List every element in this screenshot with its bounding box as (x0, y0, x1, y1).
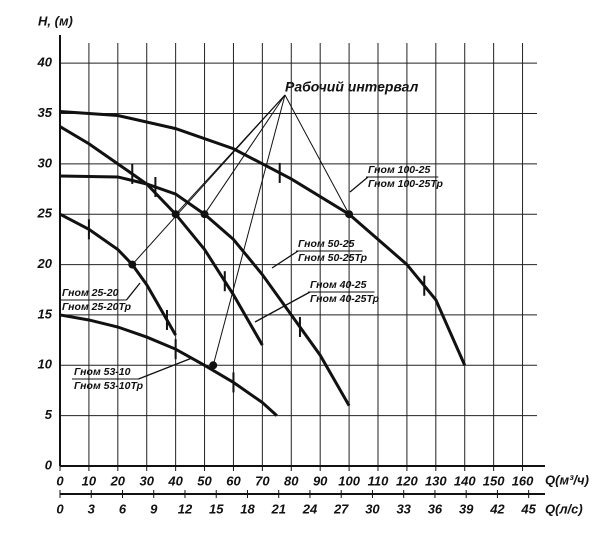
y-tick-label: 0 (45, 457, 53, 472)
series-label: Гном 40-25Тр (310, 293, 380, 305)
operating-point (200, 210, 209, 219)
x-tick-label: 110 (368, 473, 389, 488)
annotation-line (131, 94, 286, 265)
x-tick-label: 10 (82, 473, 97, 488)
x2-tick-label: 3 (88, 501, 96, 516)
x2-tick-label: 9 (150, 501, 158, 516)
x2-tick-label: 36 (428, 501, 443, 516)
operating-point (128, 260, 137, 269)
x-tick-label: 120 (396, 473, 418, 488)
operating-point (345, 210, 354, 219)
series-label: Гном 25-20Тр (62, 301, 132, 313)
x-axis-label: Q(м³/ч) (545, 472, 589, 487)
x2-tick-label: 30 (365, 501, 380, 516)
x-tick-label: 40 (167, 473, 183, 488)
annotation-line (212, 94, 286, 366)
x-tick-label: 80 (284, 473, 299, 488)
y-tick-label: 10 (38, 357, 53, 372)
y-tick-label: 25 (37, 206, 53, 221)
annotation-line (204, 94, 286, 215)
label-arrow (138, 357, 193, 380)
x-tick-label: 150 (483, 473, 505, 488)
curve (59, 125, 264, 346)
x2-tick-label: 45 (520, 501, 536, 516)
series-label: Гном 53-10Тр (74, 380, 144, 392)
label-arrow (271, 250, 299, 269)
operating-point (209, 361, 218, 370)
series-label: Гном 50-25 (298, 238, 355, 250)
label-arrow (349, 176, 369, 193)
x-tick-label: 70 (255, 473, 270, 488)
series-label: Гном 40-25 (310, 279, 367, 291)
x2-tick-label: 39 (459, 501, 474, 516)
series-label: Гном 100-25 (368, 164, 430, 176)
x-tick-label: 60 (226, 473, 241, 488)
y-axis-label: H, (м) (38, 13, 73, 28)
x2-tick-label: 18 (240, 501, 255, 516)
series-label: Гном 53-10 (74, 366, 131, 378)
x-tick-label: 100 (338, 473, 360, 488)
series-label: Гном 25-20 (62, 287, 119, 299)
x-tick-label: 90 (313, 473, 328, 488)
y-tick-label: 30 (38, 155, 53, 170)
x-tick-label: 30 (139, 473, 154, 488)
label-arrow (254, 291, 311, 323)
series-label: Гном 50-25Тр (298, 252, 368, 264)
y-tick-label: 15 (38, 306, 53, 321)
x2-tick-label: 24 (302, 501, 318, 516)
x2-tick-label: 21 (270, 501, 285, 516)
y-tick-label: 35 (38, 105, 53, 120)
x-tick-label: 0 (56, 473, 64, 488)
x-tick-label: 130 (425, 473, 447, 488)
x-tick-label: 20 (110, 473, 126, 488)
annotation-line (284, 94, 350, 215)
x-tick-label: 140 (454, 473, 476, 488)
annotation: Рабочий интервал (285, 79, 419, 95)
operating-point (171, 210, 180, 219)
x2-tick-label: 6 (119, 501, 127, 516)
x2-tick-label: 0 (56, 501, 64, 516)
x2-tick-label: 27 (333, 501, 349, 516)
x2-tick-label: 12 (178, 501, 193, 516)
x2-tick-label: 42 (489, 501, 505, 516)
y-tick-label: 40 (37, 55, 53, 70)
curve (59, 109, 467, 366)
x2-tick-label: 15 (209, 501, 224, 516)
series-label: Гном 100-25Тр (368, 178, 443, 190)
x2-tick-label: 33 (396, 501, 411, 516)
x-tick-label: 50 (197, 473, 212, 488)
x-tick-label: 160 (512, 473, 534, 488)
y-tick-label: 20 (37, 256, 53, 271)
label-arrow (125, 282, 141, 301)
y-tick-label: 5 (45, 407, 53, 422)
x2-axis-label: Q(л/с) (545, 501, 583, 516)
